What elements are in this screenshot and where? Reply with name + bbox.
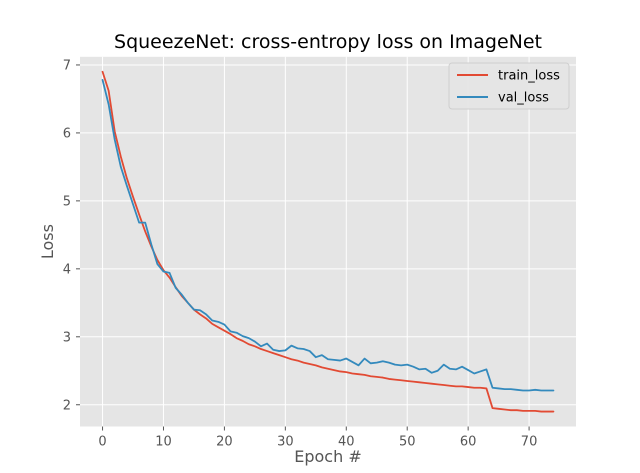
x-tick-label: 20 <box>216 435 233 450</box>
x-tick-label: 40 <box>338 435 355 450</box>
ticks-group: 0 10 20 30 40 50 60 70 2 3 4 5 6 7 <box>63 58 538 449</box>
series-line-val-loss <box>101 79 555 392</box>
x-tick-label: 50 <box>399 435 416 450</box>
series-group <box>101 70 555 413</box>
legend-label-train-loss: train_loss <box>498 69 560 84</box>
x-tick-label: 70 <box>521 435 538 450</box>
legend: train_loss val_loss <box>448 62 570 110</box>
plot-background <box>80 56 576 427</box>
x-tick-label: 30 <box>277 435 294 450</box>
y-tick-label: 7 <box>63 58 71 73</box>
x-tick-label: 10 <box>155 435 172 450</box>
y-tick-label: 6 <box>63 126 71 141</box>
y-axis-label: Loss <box>38 224 57 259</box>
chart-title: SqueezeNet: cross-entropy loss on ImageN… <box>114 31 542 53</box>
y-tick-label: 3 <box>63 330 71 345</box>
y-tick-label: 4 <box>63 262 71 277</box>
legend-label-val-loss: val_loss <box>498 91 549 106</box>
y-tick-label: 5 <box>63 194 71 209</box>
x-axis-label: Epoch # <box>294 447 361 466</box>
x-tick-label: 0 <box>98 435 106 450</box>
y-tick-label: 2 <box>63 398 71 413</box>
x-tick-label: 60 <box>460 435 477 450</box>
